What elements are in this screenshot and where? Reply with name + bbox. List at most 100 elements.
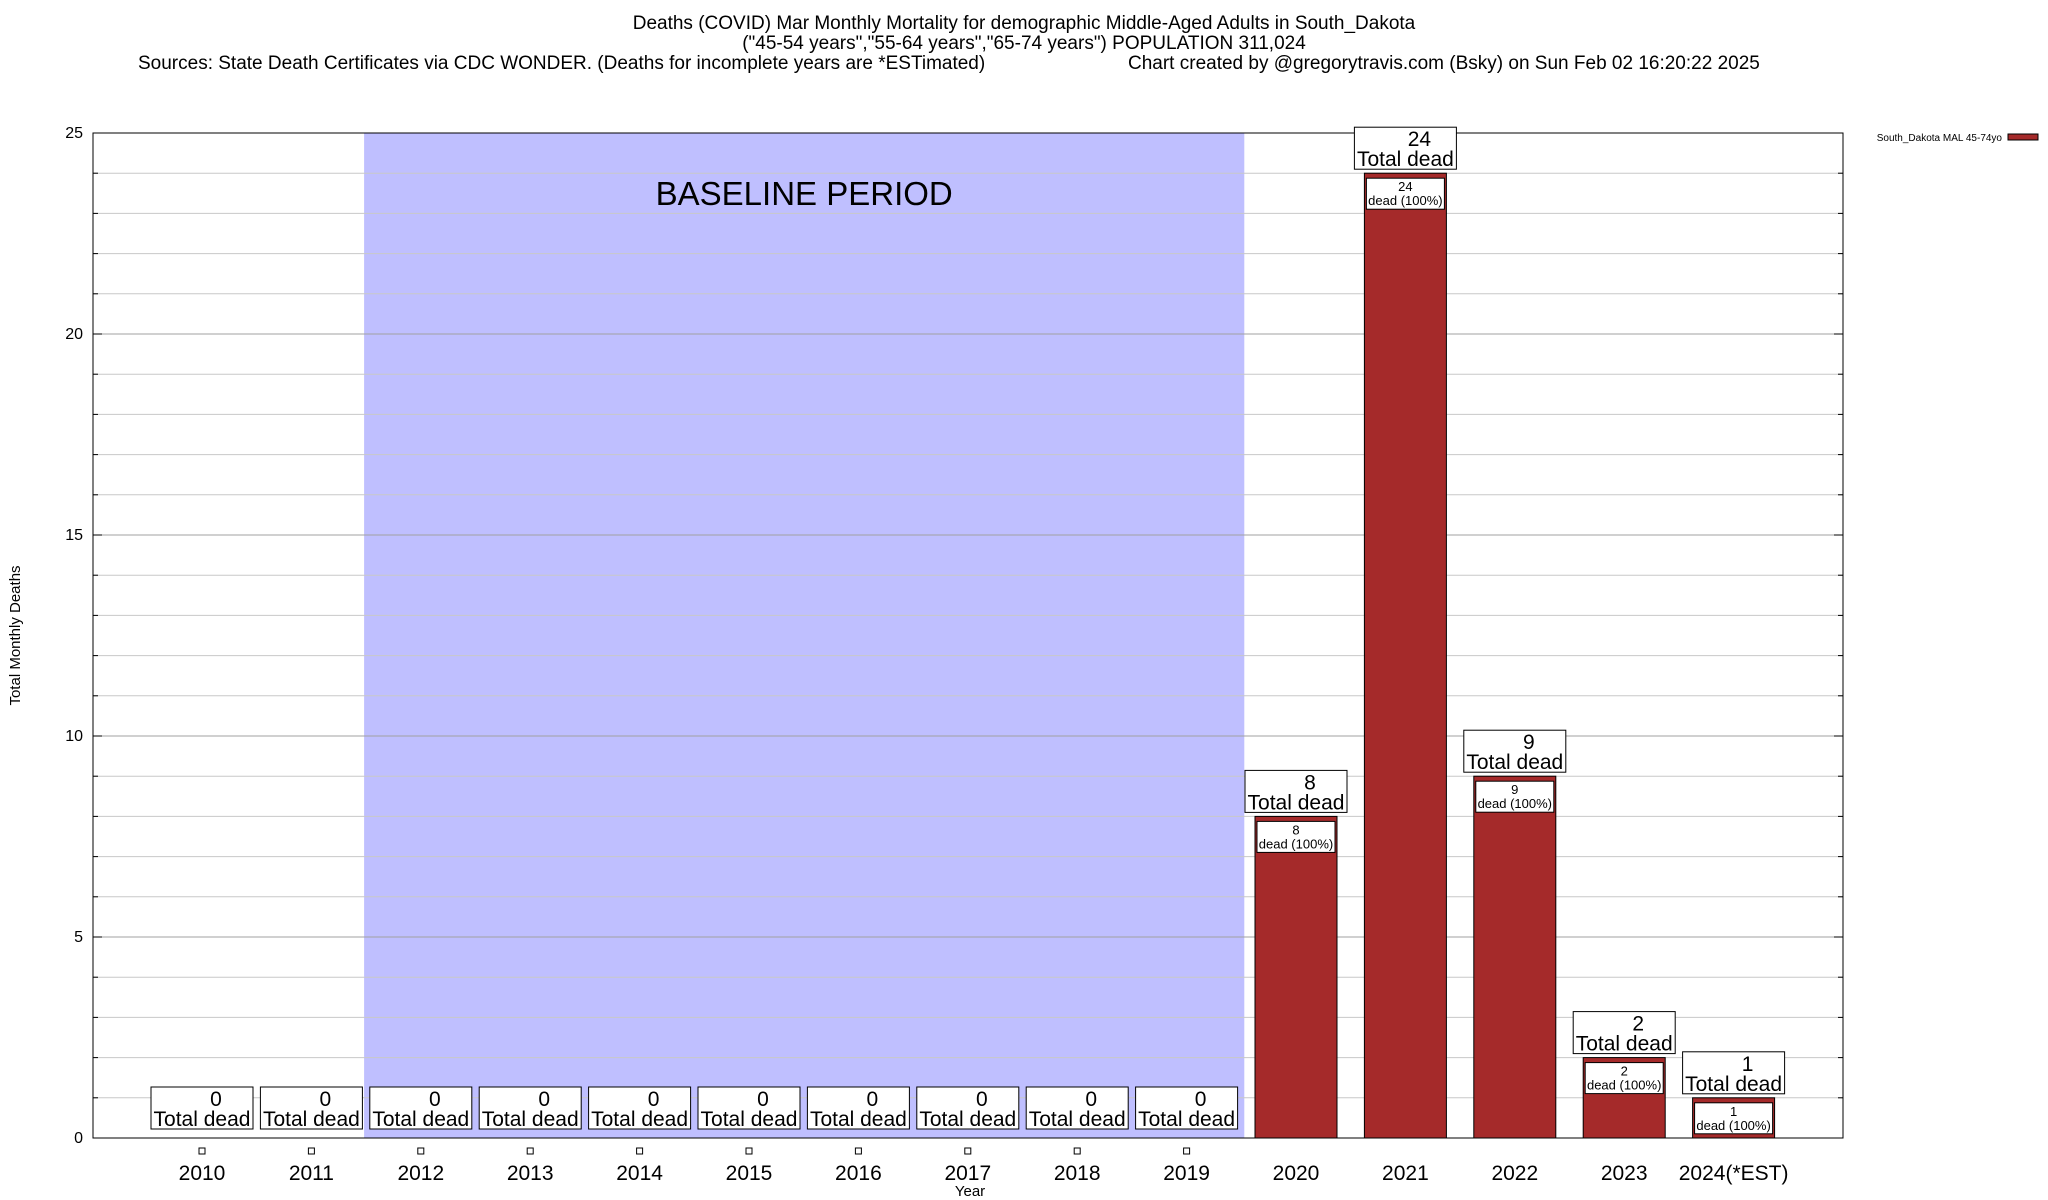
bar: [1363, 172, 1447, 1139]
x-tick-label: 2017: [944, 1162, 991, 1185]
zero-marker: [964, 1147, 972, 1155]
total-box: [588, 1086, 692, 1130]
total-text: Total dead: [482, 1108, 579, 1131]
total-box: [478, 1086, 582, 1130]
bar-inner-suffix: dead (100%): [1587, 1078, 1661, 1093]
bars-layer: [1254, 172, 1776, 1139]
x-tick-label: 2019: [1163, 1162, 1210, 1185]
bar-inner-box: [1475, 780, 1555, 813]
total-text: Total dead: [919, 1108, 1016, 1131]
bar: [1254, 815, 1338, 1139]
bar: [1473, 775, 1557, 1139]
zero-marker: [526, 1147, 534, 1155]
bar-inner-value: 2: [1621, 1064, 1628, 1079]
bar-inner-box: [1256, 820, 1336, 853]
bar-inner-suffix: dead (100%): [1478, 796, 1552, 811]
plot-frame: [92, 132, 1844, 1139]
total-text: Total dead: [1138, 1108, 1235, 1131]
total-box: [1682, 1051, 1786, 1095]
total-box: [369, 1086, 473, 1130]
legend-label: South_Dakota MAL 45-74yo: [1877, 133, 2003, 144]
bar-inner-value: 1: [1730, 1104, 1737, 1119]
bar-inner-box: [1694, 1102, 1774, 1135]
x-tick-label: 2020: [1273, 1162, 1320, 1185]
bar-inner-value: 24: [1398, 179, 1412, 194]
y-tick-label: 15: [65, 527, 83, 544]
total-value: 0: [1195, 1088, 1207, 1111]
total-box: [1463, 729, 1567, 773]
total-text: Total dead: [1029, 1108, 1126, 1131]
bar-inner-value: 9: [1511, 782, 1518, 797]
total-value: 0: [320, 1088, 332, 1111]
legend: South_Dakota MAL 45-74yo: [1877, 133, 2039, 144]
total-text: Total dead: [1357, 148, 1454, 171]
zero-marker: [745, 1147, 753, 1155]
zero-marker: [1183, 1147, 1191, 1155]
x-tick-label: 2023: [1601, 1162, 1648, 1185]
x-tick-label: 2021: [1382, 1162, 1429, 1185]
bar-inner-suffix: dead (100%): [1696, 1118, 1770, 1133]
y-axis-title: Total Monthly Deaths: [7, 565, 24, 705]
total-box: [150, 1086, 254, 1130]
y-tick-label: 0: [74, 1130, 83, 1147]
zero-marker: [198, 1147, 206, 1155]
total-value: 24: [1408, 128, 1432, 151]
y-tick-label: 10: [65, 728, 83, 745]
total-text: Total dead: [1248, 791, 1345, 814]
total-text: Total dead: [1576, 1033, 1673, 1056]
total-text: Total dead: [154, 1108, 251, 1131]
total-value: 1: [1742, 1053, 1754, 1076]
total-text: Total dead: [591, 1108, 688, 1131]
total-box: [1353, 126, 1457, 170]
x-tick-label: 2011: [289, 1162, 334, 1185]
bar-inner-box: [1365, 177, 1445, 210]
x-tick-label: 2022: [1491, 1162, 1538, 1185]
x-tick-label: 2010: [179, 1162, 226, 1185]
total-value: 2: [1632, 1013, 1644, 1036]
baseline-label: BASELINE PERIOD: [656, 175, 953, 212]
baseline-region: [364, 133, 1245, 1138]
zero-marker: [636, 1147, 644, 1155]
x-tick-label: 2013: [507, 1162, 554, 1185]
x-axis-title: Year: [955, 1183, 985, 1200]
x-tick-label: 2024(*EST): [1679, 1162, 1789, 1185]
bar-inner-suffix: dead (100%): [1259, 836, 1333, 851]
total-box: [916, 1086, 1020, 1130]
total-box: [697, 1086, 801, 1130]
x-tick-label: 2012: [397, 1162, 444, 1185]
baseline-region-layer: BASELINE PERIOD: [364, 133, 1245, 1138]
total-text: Total dead: [810, 1108, 907, 1131]
total-value: 9: [1523, 731, 1535, 754]
zero-marker: [417, 1147, 425, 1155]
total-box: [1572, 1011, 1676, 1055]
total-value: 0: [210, 1088, 222, 1111]
chart-title: Deaths (COVID) Mar Monthly Mortality for…: [632, 13, 1416, 34]
chart-credit: Chart created by @gregorytravis.com (Bsk…: [1128, 53, 1760, 74]
x-tick-label: 2015: [726, 1162, 773, 1185]
bar-inner-box: [1584, 1062, 1664, 1095]
legend-swatch: [2007, 133, 2039, 141]
y-tick-label: 20: [65, 326, 83, 343]
chart-subtitle: ("45-54 years","55-64 years","65-74 year…: [742, 33, 1306, 54]
total-value: 0: [538, 1088, 550, 1111]
y-tick-label: 5: [74, 929, 83, 946]
total-text: Total dead: [1466, 751, 1563, 774]
bar-inner-value: 8: [1292, 822, 1299, 837]
